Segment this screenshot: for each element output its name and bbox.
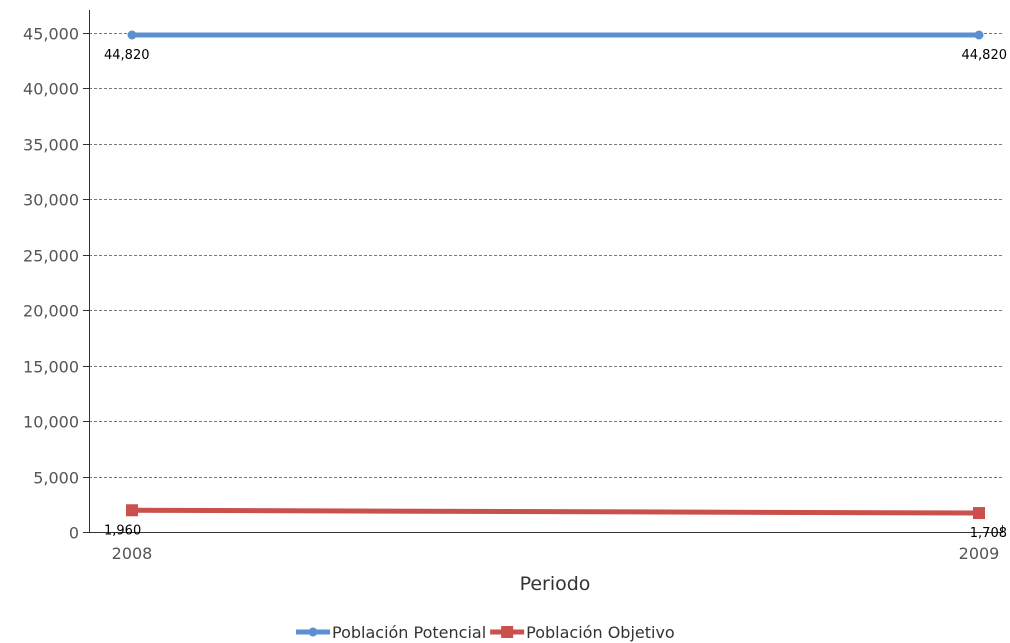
y-tick-label: 35,000 <box>23 136 79 155</box>
data-point <box>973 507 985 520</box>
data-label: 1,708 <box>970 526 1007 541</box>
gridlines <box>89 33 1003 478</box>
y-tick-label: 20,000 <box>23 302 79 321</box>
data-label: 44,820 <box>104 48 150 63</box>
legend-label: Población Objetivo <box>526 623 675 642</box>
y-tick-label: 5,000 <box>33 469 79 488</box>
data-point <box>126 504 138 517</box>
series <box>126 30 985 520</box>
data-labels: 44,820 44,820 1,960 1,708 <box>104 48 1007 541</box>
data-point <box>974 30 984 40</box>
y-tick-label: 25,000 <box>23 247 79 266</box>
x-tick-label: 2008 <box>112 544 153 563</box>
legend-marker <box>308 627 318 637</box>
legend-marker <box>501 626 514 638</box>
y-tick-label: 10,000 <box>23 413 79 432</box>
x-axis: 2008 2009 <box>89 525 1003 563</box>
data-label: 44,820 <box>962 48 1008 63</box>
data-point <box>127 30 137 40</box>
series-line <box>131 507 980 516</box>
data-label: 1,960 <box>104 523 141 538</box>
y-tick-label: 15,000 <box>23 358 79 377</box>
y-axis: 0 5,000 10,000 15,000 20,000 25,000 30,000 35,0… <box>23 10 90 543</box>
y-tick-label: 0 <box>69 524 79 543</box>
y-tick-label: 40,000 <box>23 80 79 99</box>
x-tick-label: 2009 <box>959 544 1000 563</box>
y-tick-label: 30,000 <box>23 191 79 210</box>
legend-label: Población Potencial <box>332 623 486 642</box>
x-axis-title: Periodo <box>520 573 591 595</box>
legend: Población Potencial Población Objetivo <box>296 623 675 642</box>
y-tick-label: 45,000 <box>23 25 79 44</box>
